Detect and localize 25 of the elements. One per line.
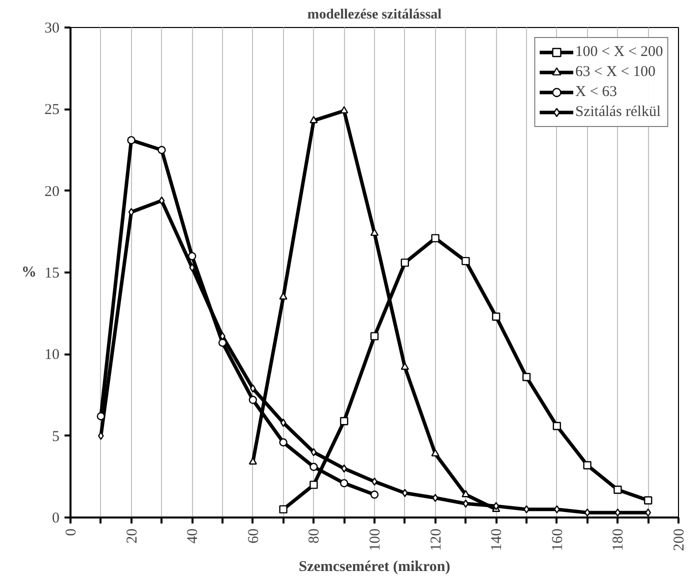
legend-label: 100 < X < 200 — [575, 44, 663, 60]
y-tick-label: 15 — [44, 266, 60, 282]
legend-label: 63 < X < 100 — [575, 64, 656, 80]
x-tick-label: 60 — [246, 528, 262, 544]
y-tick-label: 25 — [44, 102, 60, 118]
x-tick-label: 200 — [672, 528, 688, 551]
y-tick-label: 20 — [44, 184, 60, 200]
x-tick-label: 120 — [428, 528, 444, 551]
y-tick-label: 10 — [44, 347, 60, 364]
x-axis-title: Szemcseméret (mikron) — [298, 559, 450, 575]
x-tick-label: 0 — [64, 528, 80, 536]
x-tick-label: 180 — [610, 528, 627, 551]
legend-label: Szitálás rélkül — [575, 104, 661, 120]
x-tick-label: 140 — [489, 528, 506, 551]
x-tick-label: 40 — [185, 528, 202, 544]
x-tick-label: 20 — [124, 528, 140, 544]
y-tick-label: 30 — [44, 20, 60, 36]
x-tick-label: 80 — [306, 528, 323, 544]
y-tick-label: 0 — [52, 510, 60, 526]
x-tick-label: 100 — [368, 528, 384, 551]
legend-label: X < 63 — [575, 84, 618, 100]
y-tick-label: 5 — [52, 428, 60, 445]
y-axis-title: % — [22, 264, 36, 280]
chart-title: modellezése szitálással — [307, 8, 442, 22]
x-tick-label: 160 — [550, 528, 566, 551]
